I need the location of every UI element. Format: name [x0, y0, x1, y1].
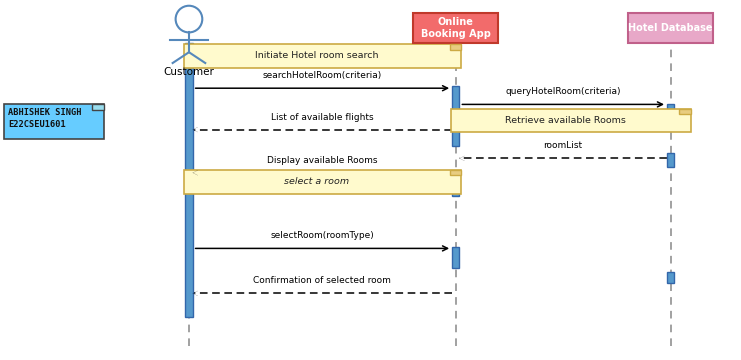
FancyBboxPatch shape [667, 153, 674, 167]
FancyBboxPatch shape [667, 272, 674, 283]
Text: Initiate Hotel room search: Initiate Hotel room search [255, 51, 379, 60]
Text: Online
Booking App: Online Booking App [421, 17, 491, 39]
Text: List of available flights: List of available flights [271, 113, 373, 122]
Polygon shape [450, 170, 461, 175]
Text: Confirmation of selected room: Confirmation of selected room [253, 276, 391, 285]
Polygon shape [92, 104, 104, 110]
FancyBboxPatch shape [452, 247, 459, 268]
Text: ABHISHEK SINGH
E22CSEU1601: ABHISHEK SINGH E22CSEU1601 [8, 108, 82, 129]
Text: Hotel Database: Hotel Database [628, 23, 713, 33]
FancyBboxPatch shape [452, 86, 459, 146]
Text: select a room: select a room [285, 177, 349, 186]
FancyBboxPatch shape [184, 44, 461, 68]
Text: Retrieve available Rooms: Retrieve available Rooms [505, 116, 625, 125]
Text: Customer: Customer [164, 67, 214, 77]
FancyBboxPatch shape [667, 104, 674, 130]
Polygon shape [679, 109, 691, 114]
FancyBboxPatch shape [452, 171, 459, 196]
FancyBboxPatch shape [628, 13, 713, 43]
Polygon shape [450, 44, 461, 49]
Text: roomList: roomList [544, 141, 582, 150]
FancyBboxPatch shape [413, 13, 498, 43]
Text: Display available Rooms: Display available Rooms [267, 156, 378, 165]
FancyBboxPatch shape [184, 170, 461, 194]
Text: queryHotelRoom(criteria): queryHotelRoom(criteria) [505, 87, 621, 96]
FancyBboxPatch shape [185, 43, 193, 317]
FancyBboxPatch shape [4, 104, 104, 139]
FancyBboxPatch shape [451, 109, 691, 132]
Text: searchHotelRoom(criteria): searchHotelRoom(criteria) [263, 71, 382, 80]
Text: selectRoom(roomType): selectRoom(roomType) [270, 231, 374, 240]
